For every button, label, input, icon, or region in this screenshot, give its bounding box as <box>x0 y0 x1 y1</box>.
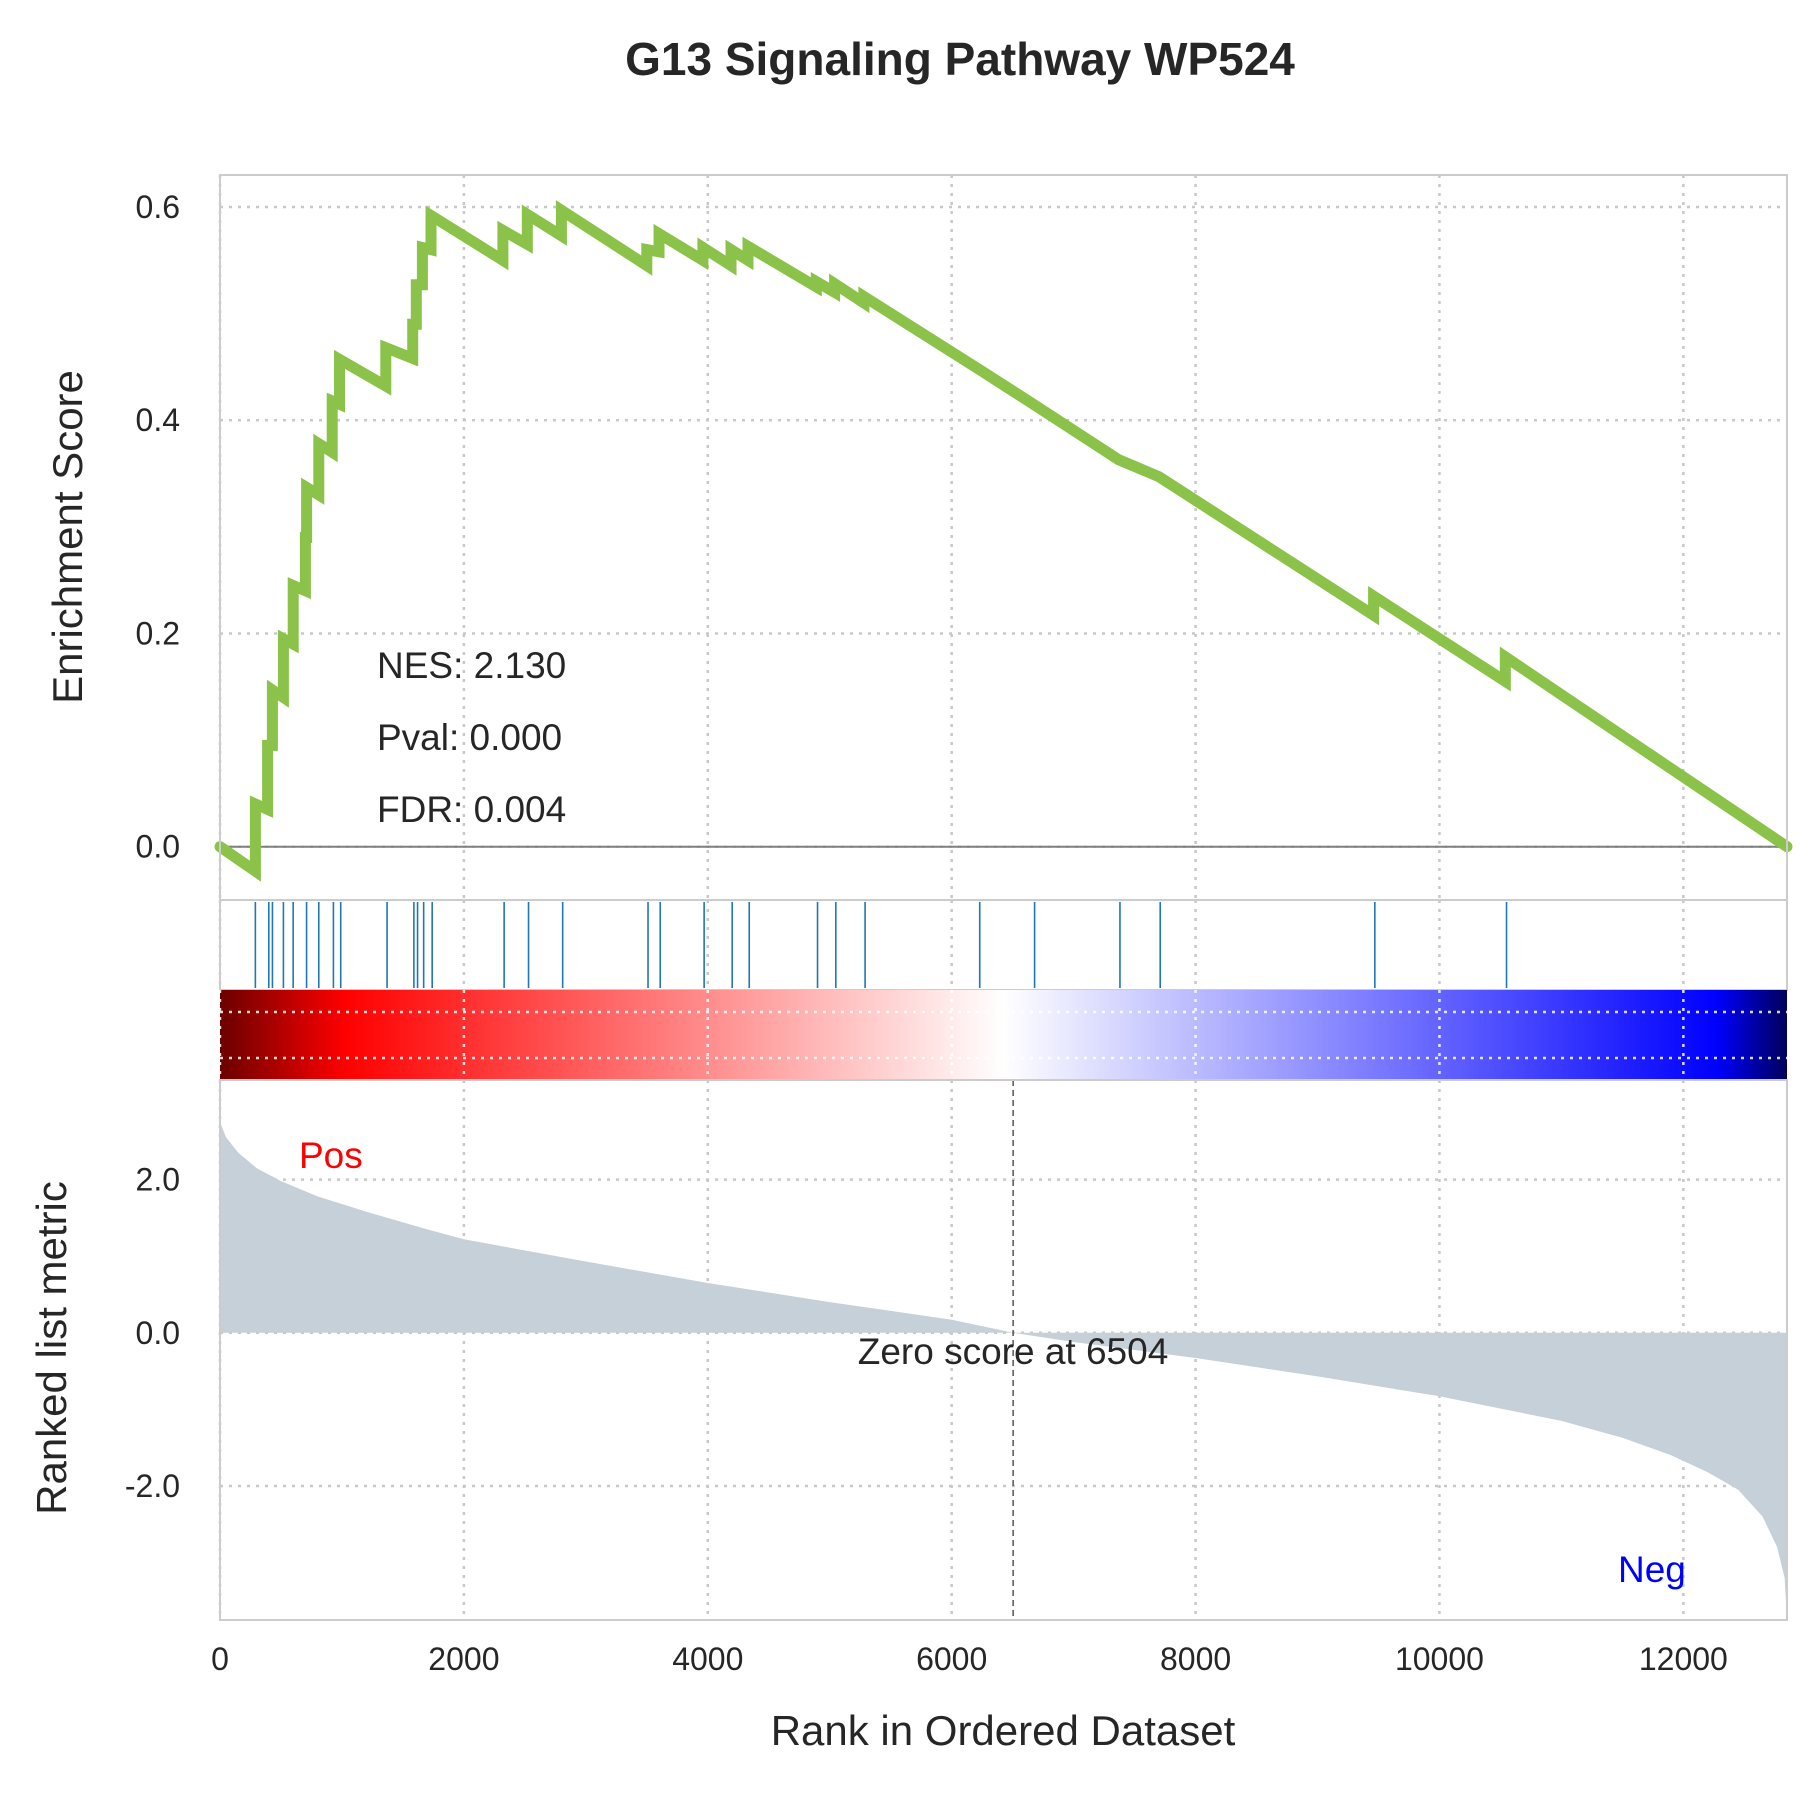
rank-y-tick-label: 0.0 <box>136 1315 180 1351</box>
hit-frame <box>219 899 1788 991</box>
rank-frame <box>219 1079 1788 1621</box>
rank-y-ticks: 2.0 0.0 -2.0 <box>125 1162 180 1504</box>
hit-panel <box>218 899 1788 991</box>
rank-metric-area <box>220 1122 1787 1620</box>
es-y-tick-label: 0.2 <box>136 615 180 651</box>
es-y-ticks: 0.0 0.2 0.4 0.6 <box>136 189 180 865</box>
hit-gridlines <box>218 900 1685 990</box>
pval-label: Pval: 0.000 <box>377 717 562 758</box>
x-tick-label: 4000 <box>672 1641 743 1677</box>
x-tick-label: 12000 <box>1639 1641 1728 1677</box>
es-series-line <box>214 200 1793 882</box>
rank-y-tick-label: 2.0 <box>136 1162 180 1198</box>
chart-title: G13 Signaling Pathway WP524 <box>625 33 1295 85</box>
neg-label: Neg <box>1618 1549 1686 1590</box>
es-y-axis-label: Enrichment Score <box>44 370 91 704</box>
hit-marks <box>254 902 1508 988</box>
rank-y-axis-label: Ranked list metric <box>28 1181 75 1515</box>
heat-panel <box>218 990 1787 1080</box>
nes-label: NES: 2.130 <box>377 645 566 686</box>
x-tick-label: 2000 <box>428 1641 499 1677</box>
heat-strip <box>220 990 1787 1080</box>
x-tick-label: 8000 <box>1160 1641 1231 1677</box>
es-y-tick-label: 0.4 <box>136 402 180 438</box>
x-tick-label: 6000 <box>916 1641 987 1677</box>
x-axis-label: Rank in Ordered Dataset <box>771 1707 1236 1754</box>
es-y-tick-label: 0.6 <box>136 189 180 225</box>
pos-label: Pos <box>299 1135 363 1176</box>
rank-panel: Zero score at 6504 Pos Neg 2.0 0.0 -2.0 Ra… <box>28 1079 1788 1621</box>
heat-gridlines <box>218 990 1787 1080</box>
rank-y-tick-label: -2.0 <box>125 1468 180 1504</box>
zero-score-label: Zero score at 6504 <box>858 1331 1169 1372</box>
x-ticks: 0 2000 4000 6000 8000 10000 12000 <box>211 1641 1728 1677</box>
es-y-tick-label: 0.0 <box>136 829 180 865</box>
es-panel: NES: 2.130 Pval: 0.000 FDR: 0.004 0.0 0.2… <box>44 174 1793 901</box>
x-tick-label: 10000 <box>1395 1641 1484 1677</box>
fdr-label: FDR: 0.004 <box>377 789 566 830</box>
x-tick-label: 0 <box>211 1641 229 1677</box>
